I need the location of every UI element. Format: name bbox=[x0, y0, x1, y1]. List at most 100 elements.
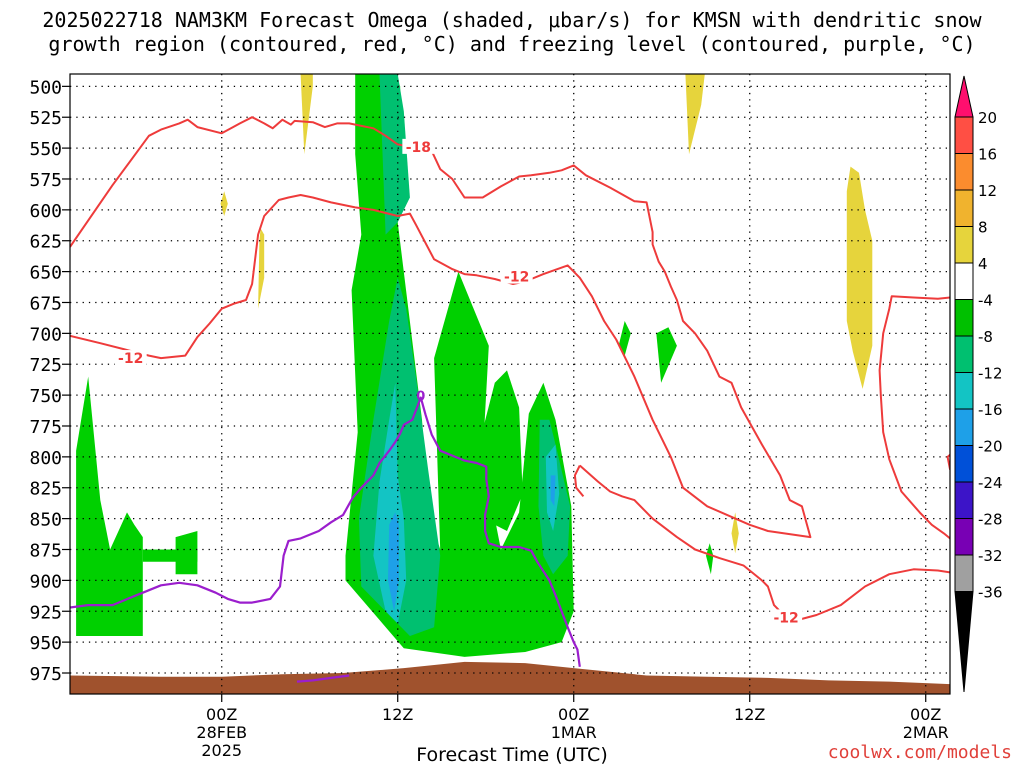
colorbar-bin-2 bbox=[954, 153, 974, 191]
y-tick-label-12: 800 bbox=[29, 448, 62, 469]
x-tick-label-0-2: 2025 bbox=[201, 741, 242, 760]
omega-region-3-0 bbox=[388, 512, 399, 612]
red-contour-label-bg-2 bbox=[114, 350, 147, 366]
terrain bbox=[70, 661, 950, 694]
colorbar-label-13: -36 bbox=[978, 584, 1003, 602]
red-contour-2 bbox=[573, 465, 585, 498]
x-tick-label-2-1: 1MAR bbox=[551, 723, 597, 742]
colorbar-label-1: 16 bbox=[978, 146, 997, 164]
colorbar-label-12: -32 bbox=[978, 547, 1003, 565]
colorbar-bin-11 bbox=[954, 481, 974, 519]
colorbar-bin-9 bbox=[954, 408, 974, 446]
omega-region-4-5 bbox=[731, 512, 739, 554]
x-tick-label-0-1: 28FEB bbox=[196, 723, 247, 742]
colorbar-bin-7 bbox=[954, 335, 974, 373]
grid-lines bbox=[70, 74, 950, 694]
omega-region-4-3 bbox=[685, 74, 705, 155]
colorbar-bin-13 bbox=[954, 554, 974, 592]
y-tick-label-2: 550 bbox=[29, 139, 62, 160]
omega-region-4-2 bbox=[220, 191, 228, 216]
omega-region-4-4 bbox=[846, 166, 873, 389]
y-tick-label-1: 525 bbox=[29, 108, 62, 129]
x-tick-label-4-1: 2MAR bbox=[903, 723, 949, 742]
omega-region-0-0 bbox=[76, 376, 143, 636]
omega-region-0-7 bbox=[706, 543, 714, 575]
y-axis: 500 525 550 575 600 625 650 675 700 725 750 775 800 8… bbox=[29, 77, 70, 685]
red-contour-4 bbox=[946, 453, 950, 471]
plot-border bbox=[69, 73, 951, 695]
colorbar-label-3: 8 bbox=[978, 219, 988, 237]
x-tick-label-2-0: 00Z bbox=[558, 705, 589, 724]
x-axis-title: Forecast Time (UTC) bbox=[416, 744, 608, 766]
x-tick-label-0-0: 00Z bbox=[206, 705, 237, 724]
y-tick-label-11: 775 bbox=[29, 417, 62, 438]
omega-region-4-0 bbox=[300, 74, 313, 155]
colorbar-label-9: -20 bbox=[978, 438, 1003, 456]
omega-region-1-1 bbox=[379, 74, 410, 235]
colorbar-bin-5 bbox=[954, 262, 974, 300]
y-tick-label-6: 650 bbox=[29, 263, 62, 284]
colorbar-bin-10 bbox=[954, 445, 974, 483]
y-tick-label-7: 675 bbox=[29, 293, 62, 314]
freezing-level-contour-0 bbox=[70, 396, 581, 667]
credit-link[interactable]: coolwx.com/models bbox=[827, 742, 1012, 763]
red-contour-label-bg-0 bbox=[402, 138, 435, 154]
plot-frame bbox=[69, 73, 951, 695]
colorbar-bin-12 bbox=[954, 518, 974, 556]
colorbar-label-6: -8 bbox=[978, 328, 993, 346]
colorbar-bin-3 bbox=[954, 189, 974, 227]
red-contour-3 bbox=[878, 295, 950, 540]
chart-title-line-2: growth region (contoured, red, °C) and f… bbox=[48, 32, 976, 56]
colorbar-label-0: 20 bbox=[978, 109, 997, 127]
omega-region-4-1 bbox=[258, 228, 265, 309]
dendritic-growth-contours: -18 -12 -12 -12 bbox=[70, 116, 950, 626]
y-tick-label-10: 750 bbox=[29, 386, 62, 407]
freezing-level-contour-1 bbox=[296, 674, 350, 683]
red-contour-label-bg-1 bbox=[500, 268, 533, 284]
omega-region-0-4 bbox=[479, 370, 523, 531]
freezing-level-label-0: 0 bbox=[416, 390, 425, 405]
y-tick-label-14: 850 bbox=[29, 510, 62, 531]
red-contour-label-0: -18 bbox=[406, 140, 431, 156]
omega-region-3-1 bbox=[550, 475, 556, 507]
colorbar-bottom-arrow bbox=[954, 591, 974, 693]
colorbar-top-arrow bbox=[954, 75, 974, 118]
y-tick-label-8: 700 bbox=[29, 324, 62, 345]
colorbar-label-7: -12 bbox=[978, 365, 1003, 383]
x-tick-label-3-0: 12Z bbox=[734, 705, 765, 724]
x-tick-label-4-0: 00Z bbox=[910, 705, 941, 724]
colorbar-bin-8 bbox=[954, 372, 974, 410]
y-tick-label-0: 500 bbox=[29, 77, 62, 98]
omega-region-0-2 bbox=[175, 531, 198, 575]
omega-region-0-6 bbox=[656, 327, 677, 383]
colorbar-label-11: -28 bbox=[978, 511, 1003, 529]
chart-title-line-1: 2025022718 NAM3KM Forecast Omega (shaded… bbox=[42, 8, 982, 32]
colorbar-bin-6 bbox=[954, 299, 974, 337]
red-contour-label-bg-3 bbox=[770, 609, 803, 625]
y-tick-label-19: 975 bbox=[29, 664, 62, 685]
terrain-fill bbox=[70, 661, 950, 694]
y-tick-label-13: 825 bbox=[29, 479, 62, 500]
omega-shaded-fills bbox=[76, 74, 873, 657]
colorbar-bin-4 bbox=[954, 226, 974, 264]
y-tick-label-15: 875 bbox=[29, 540, 62, 561]
y-tick-label-9: 725 bbox=[29, 355, 62, 376]
colorbar-label-4: 4 bbox=[978, 255, 988, 273]
colorbar-label-5: -4 bbox=[978, 292, 993, 310]
colorbar-label-10: -24 bbox=[978, 474, 1003, 492]
freezing-level-contours: 0 bbox=[70, 390, 581, 683]
red-contour-label-2: -12 bbox=[118, 351, 143, 367]
colorbar-bin-1 bbox=[954, 116, 974, 154]
colorbar-label-8: -16 bbox=[978, 401, 1003, 419]
y-tick-label-4: 600 bbox=[29, 201, 62, 222]
red-contour-label-1: -12 bbox=[504, 270, 529, 286]
y-tick-label-16: 900 bbox=[29, 571, 62, 592]
y-tick-label-3: 575 bbox=[29, 170, 62, 191]
red-contour-0 bbox=[70, 116, 812, 539]
y-tick-label-5: 625 bbox=[29, 232, 62, 253]
omega-region-0-5 bbox=[618, 321, 631, 356]
colorbar-label-2: 12 bbox=[978, 182, 997, 200]
red-contour-label-3: -12 bbox=[773, 610, 798, 626]
